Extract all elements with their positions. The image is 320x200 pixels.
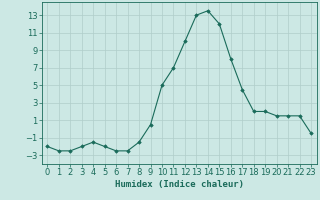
X-axis label: Humidex (Indice chaleur): Humidex (Indice chaleur) bbox=[115, 180, 244, 189]
